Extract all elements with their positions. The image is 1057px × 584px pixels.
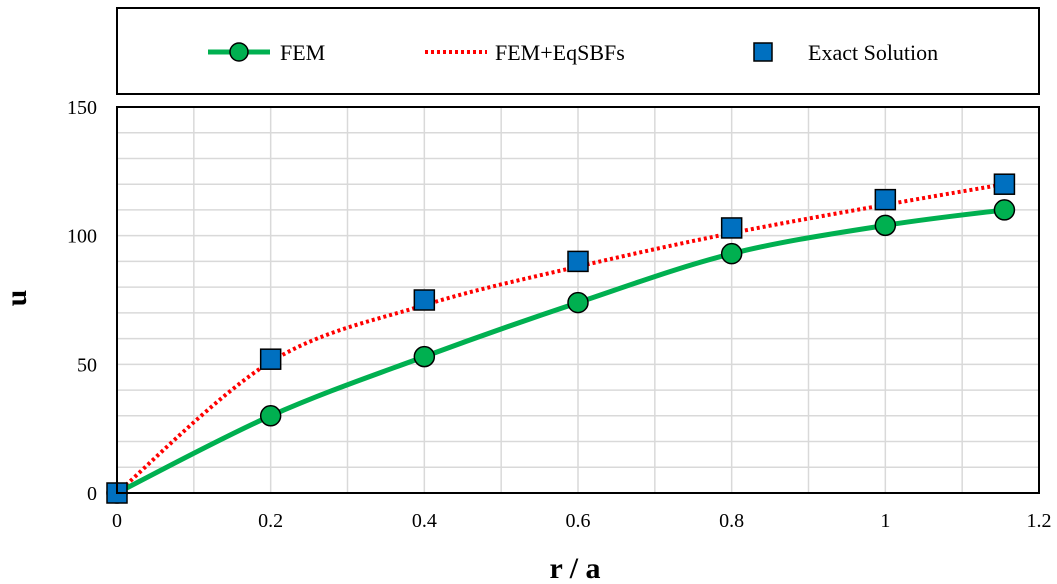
y-tick-label: 50 [77,354,97,376]
fem-point [874,214,897,237]
x-tick-label: 0.6 [566,510,591,532]
series-group [106,173,1016,504]
legend-item-fem: FEM [208,40,325,65]
legend-exact-solution-marker [753,42,773,62]
exact-solution-point [413,289,436,311]
fem-point [720,242,743,265]
legend-fem-eqsbfs-label: FEM+EqSBFs [495,40,625,65]
legend-fem-label: FEM [280,40,325,65]
legend-item-exact-solution: Exact Solution [753,40,938,65]
x-tick-label: 1 [880,510,890,532]
exact-solution-point [993,173,1016,195]
fem-point [259,405,282,427]
legend-item-fem-eqsbfs: FEM+EqSBFs [425,40,625,65]
legend-fem-marker [229,42,249,62]
legend-box [116,7,1040,95]
y-tick-label: 100 [67,226,97,248]
exact-solution-point [874,188,897,211]
x-tick-label: 0.4 [412,510,437,532]
x-tick-labels: 0 0.2 0.4 0.6 0.8 1 1.2 [112,510,1052,532]
exact-solution-point [259,348,282,370]
y-tick-label: 150 [67,97,97,119]
exact-solution-point [720,217,743,239]
legend: FEM FEM+EqSBFs Exact Solution [116,7,1040,95]
plot-border [116,106,1040,494]
y-tick-labels: 0 50 100 150 [67,97,97,505]
x-tick-label: 0.8 [719,510,744,532]
x-tick-label: 0 [112,510,122,532]
y-axis-title: u [0,290,33,307]
fem-point [413,345,436,368]
fem-point [993,199,1016,221]
x-axis-title: r / a [549,552,600,584]
x-tick-label: 0.2 [258,510,283,532]
y-tick-label: 0 [87,483,97,505]
exact-solution-point [567,250,589,273]
fem-point [567,291,589,314]
plot-area [106,106,1040,504]
x-tick-label: 1.2 [1027,510,1052,532]
legend-exact-solution-label: Exact Solution [808,40,938,65]
